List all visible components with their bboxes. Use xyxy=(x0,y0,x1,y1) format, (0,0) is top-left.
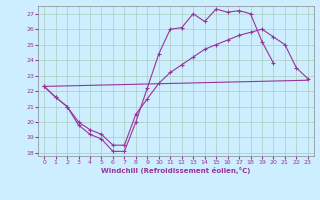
X-axis label: Windchill (Refroidissement éolien,°C): Windchill (Refroidissement éolien,°C) xyxy=(101,167,251,174)
